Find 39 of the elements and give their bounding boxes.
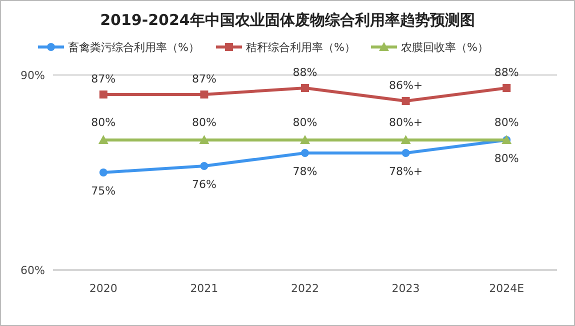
point (199, 135, 210, 144)
data-label: 80%+ (388, 116, 423, 129)
data-label: 78% (292, 165, 318, 178)
data-label: 80% (494, 116, 519, 129)
data-label: 88% (494, 66, 519, 79)
y-tick-label: 60% (20, 264, 45, 277)
x-tick-label: 2020 (89, 282, 118, 295)
data-label: 87% (91, 72, 116, 86)
data-label: 75% (91, 184, 116, 198)
data-label: 78%+ (388, 165, 423, 178)
x-tick-label: 2023 (392, 282, 420, 295)
data-label: 80% (91, 116, 116, 129)
point (99, 168, 108, 176)
point (402, 149, 410, 157)
point (200, 162, 208, 170)
point (301, 149, 309, 157)
data-label: 87% (192, 72, 216, 86)
data-label: 86%+ (388, 79, 423, 92)
point (98, 135, 108, 144)
data-label: 76% (192, 178, 216, 191)
x-tick-label: 2024E (489, 282, 524, 295)
point (99, 90, 108, 98)
x-tick-label: 2021 (190, 282, 218, 295)
point (200, 90, 208, 98)
point (400, 135, 411, 144)
data-label: 80% (494, 152, 519, 165)
point (301, 84, 309, 92)
chart-title: 2019-2024年中国农业固体废物综合利用率趋势预测图 (100, 11, 475, 29)
point (502, 84, 511, 92)
legend-label: 秸秆综合利用率（%） (246, 41, 356, 54)
data-label: 80% (192, 116, 216, 129)
x-tick-label: 2022 (291, 282, 319, 295)
point (300, 135, 310, 144)
legend-label: 畜禽粪污综合利用率（%） (68, 41, 200, 54)
point (402, 97, 410, 105)
legend-label: 农膜回收率（%） (401, 41, 488, 54)
data-label: 88% (292, 66, 318, 79)
y-tick-label: 90% (20, 69, 45, 82)
data-label: 80% (292, 116, 318, 129)
